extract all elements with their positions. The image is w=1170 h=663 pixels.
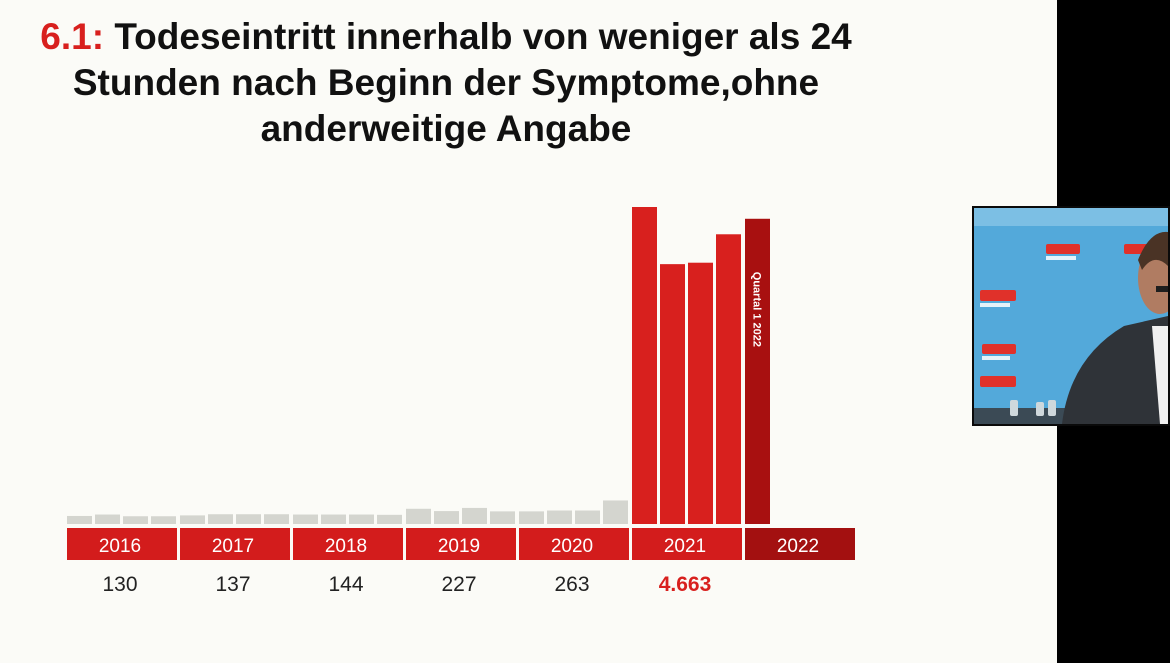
year-band-2016 (67, 528, 177, 560)
title-line-1-text: Todeseintritt innerhalb von weniger als … (114, 16, 852, 57)
bar-2017-2 (208, 514, 233, 524)
bar-2021-4 (716, 234, 741, 524)
year-label-2016: 2016 (99, 536, 141, 557)
year-total-2016: 130 (102, 573, 137, 596)
bar-2018-1 (293, 514, 318, 524)
bar-chart: Quartal 1 2022 2016 130 2017 137 2018 144 2019 2… (67, 207, 855, 596)
year-label-2021: 2021 (664, 536, 706, 557)
bar-2020-4 (603, 500, 628, 524)
bar-2021-1 (632, 207, 657, 524)
bar-2016-2 (95, 514, 120, 524)
slide: 6.1: Todeseintritt innerhalb von weniger… (0, 0, 1057, 663)
bar-2018-3 (349, 514, 374, 524)
year-total-2020: 263 (554, 573, 589, 596)
year-label-2017: 2017 (212, 536, 254, 557)
bar-2017-1 (180, 515, 205, 524)
bar-2021-3 (688, 262, 713, 524)
speaker-person (1062, 231, 1168, 424)
bar-2019-1 (406, 508, 431, 524)
bar-2020-2 (547, 510, 572, 524)
bar-2016-4 (151, 516, 176, 524)
year-band-2018 (293, 528, 403, 560)
title-line-1: 6.1: Todeseintritt innerhalb von weniger… (0, 14, 906, 60)
title-line-2: Stunden nach Beginn der Symptome,ohne (72, 62, 820, 103)
quarter-annotation: Quartal 1 2022 (751, 272, 763, 347)
year-total-2019: 227 (441, 573, 476, 596)
title-prefix: 6.1: (40, 16, 105, 57)
year-label-2018: 2018 (325, 536, 367, 557)
bar-2018-2 (321, 514, 346, 524)
bar-2017-3 (236, 514, 261, 524)
bar-2019-4 (490, 511, 515, 524)
year-band-2021 (632, 528, 742, 560)
bar-2022-1 (745, 218, 770, 524)
bar-2019-2 (434, 511, 459, 524)
year-label-2022: 2022 (777, 536, 819, 557)
year-total-2021: 4.663 (659, 573, 712, 596)
bar-2016-1 (67, 515, 92, 524)
year-label-2019: 2019 (438, 536, 480, 557)
year-band-2022 (745, 528, 855, 560)
bar-2020-3 (575, 510, 600, 524)
water-bottles (1010, 400, 1056, 416)
bar-2017-4 (264, 514, 289, 524)
chart-title: 6.1: Todeseintritt innerhalb von weniger… (0, 14, 906, 152)
year-band-2020 (519, 528, 629, 560)
bar-2016-3 (123, 516, 148, 524)
bar-2019-3 (462, 507, 487, 524)
year-total-2017: 137 (215, 573, 250, 596)
video-feed-image (974, 208, 1168, 424)
bar-2018-4 (377, 514, 402, 524)
webcam-video-overlay (972, 206, 1170, 426)
year-total-2018: 144 (328, 573, 363, 596)
year-band-2017 (180, 528, 290, 560)
year-label-2020: 2020 (551, 536, 593, 557)
bar-2021-2 (660, 264, 685, 524)
year-band-2019 (406, 528, 516, 560)
title-line-3: anderweitige Angabe (260, 108, 632, 149)
bar-2020-1 (519, 511, 544, 524)
